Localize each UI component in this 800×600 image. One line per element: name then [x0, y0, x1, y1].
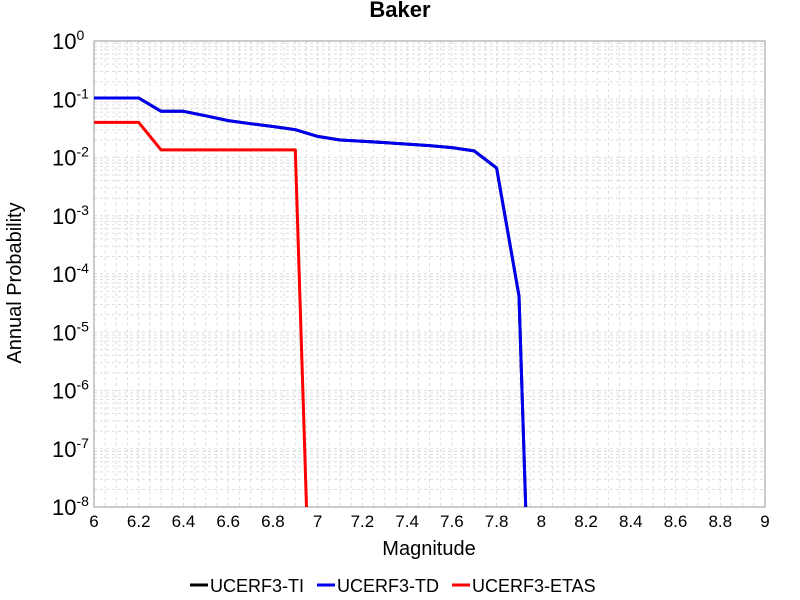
legend-label: UCERF3-TI [210, 576, 304, 596]
y-axis-label: Annual Probability [4, 202, 26, 363]
y-tick-label: 100 [52, 27, 84, 54]
y-tick-label: 10-5 [52, 318, 89, 345]
y-tick-label: 10-6 [52, 377, 89, 404]
y-tick-label: 10-2 [52, 144, 89, 171]
y-tick-label: 10-8 [52, 493, 89, 520]
grid [93, 41, 766, 508]
series-group [94, 96, 528, 507]
series-line-UCERF3-TI [94, 96, 528, 507]
y-tick-label: 10-3 [52, 202, 89, 229]
x-tick-label: 8 [537, 512, 546, 531]
y-tick-labels: 100 10-1 10-2 10-3 10-4 10-5 10-6 10-7 10-8 [52, 27, 89, 520]
legend-label: UCERF3-ETAS [472, 576, 596, 596]
x-tick-label: 7.6 [440, 512, 464, 531]
plot-frame [93, 40, 766, 508]
series-line-UCERF3-ETAS [94, 120, 308, 507]
x-tick-label: 7.2 [351, 512, 375, 531]
x-tick-label: 6.8 [261, 512, 285, 531]
x-tick-label: 7 [313, 512, 322, 531]
x-tick-label: 7.4 [395, 512, 419, 531]
x-tick-label: 8.4 [619, 512, 643, 531]
legend-label: UCERF3-TD [337, 576, 439, 596]
x-tick-label: 9 [760, 512, 769, 531]
x-tick-label: 7.8 [485, 512, 509, 531]
x-tick-labels: 6 6.2 6.4 6.6 6.8 7 7.2 7.4 7.6 7.8 8 8.2 8.4 8.6 8.8 9 [89, 512, 769, 531]
x-tick-label: 8.8 [708, 512, 732, 531]
series-line-UCERF3-TD [94, 96, 528, 507]
y-tick-label: 10-4 [52, 260, 89, 287]
chart-title: Baker [369, 0, 431, 22]
x-tick-label: 6.2 [127, 512, 151, 531]
y-tick-label: 10-7 [52, 435, 89, 462]
x-tick-label: 8.6 [664, 512, 688, 531]
x-tick-label: 6.6 [216, 512, 240, 531]
x-axis-label: Magnitude [382, 538, 475, 560]
y-tick-label: 10-1 [52, 85, 89, 112]
x-tick-label: 6 [89, 512, 98, 531]
legend: UCERF3-TI UCERF3-TD UCERF3-ETAS [190, 576, 596, 596]
x-tick-label: 8.2 [574, 512, 598, 531]
x-tick-label: 6.4 [172, 512, 196, 531]
